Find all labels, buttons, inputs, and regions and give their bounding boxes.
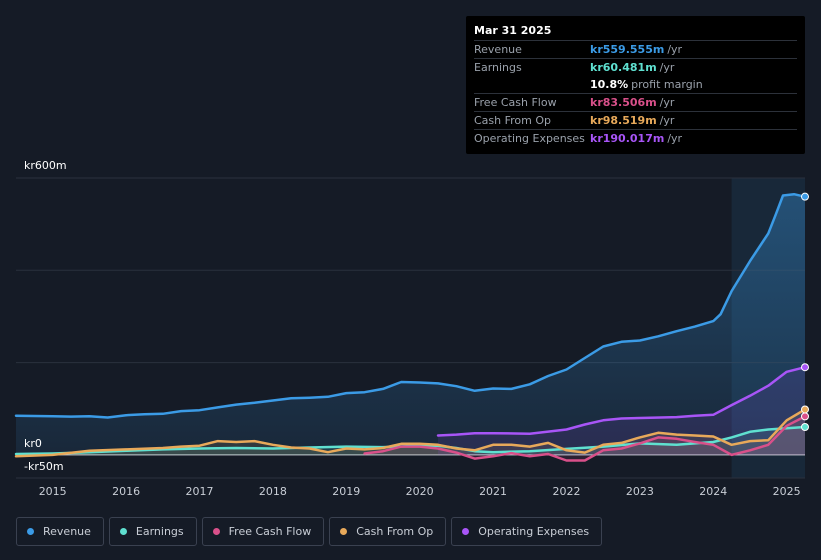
- legend-dot-icon: [27, 528, 34, 535]
- area-earnings: [16, 427, 805, 455]
- y-tick-label-zero: kr0: [24, 437, 42, 450]
- legend-label: Earnings: [135, 525, 184, 538]
- x-tick-label: 2024: [699, 485, 727, 498]
- line-free-cash-flow: [363, 415, 807, 462]
- tooltip-value: kr98.519m: [590, 114, 657, 127]
- chart-legend: Revenue Earnings Free Cash Flow Cash Fro…: [16, 517, 607, 546]
- tooltip-label: Revenue: [474, 43, 522, 56]
- tooltip-label: Earnings: [474, 61, 522, 74]
- tooltip-value: kr60.481m: [590, 61, 657, 74]
- tooltip-row-revenue: Revenue kr559.555m /yr: [474, 40, 797, 58]
- line-revenue: [14, 192, 807, 419]
- tooltip-unit: /yr: [659, 114, 675, 127]
- x-tick-label: 2020: [406, 485, 434, 498]
- legend-item-free-cash-flow[interactable]: Free Cash Flow: [201, 517, 325, 546]
- tooltip-label: Free Cash Flow: [474, 96, 557, 109]
- x-tick-label: 2023: [626, 485, 654, 498]
- tooltip-row-operating-expenses: Operating Expenses kr190.017m /yr: [474, 129, 797, 147]
- y-tick-label-top: kr600m: [24, 159, 67, 172]
- tooltip-label: Operating Expenses: [474, 132, 585, 145]
- tooltip-label: [474, 76, 590, 93]
- tooltip-date: Mar 31 2025: [474, 24, 552, 37]
- tooltip-row-cash-from-op: Cash From Op kr98.519m /yr: [474, 111, 797, 129]
- legend-item-earnings[interactable]: Earnings: [108, 517, 197, 546]
- end-dot-cash-from-op: [801, 405, 809, 414]
- area-revenue: [16, 194, 805, 455]
- end-dot-operating-expenses: [801, 363, 809, 372]
- x-tick-label: 2018: [259, 485, 287, 498]
- x-tick-label: 2015: [39, 485, 67, 498]
- tooltip-row-profit-margin: 10.8% profit margin: [474, 76, 797, 93]
- area-operating-expenses: [438, 367, 805, 455]
- end-dot-earnings: [801, 423, 809, 432]
- legend-label: Operating Expenses: [478, 525, 590, 538]
- legend-label: Revenue: [43, 525, 91, 538]
- x-tick-label: 2025: [773, 485, 801, 498]
- tooltip-label: Cash From Op: [474, 114, 552, 127]
- legend-dot-icon: [340, 528, 348, 535]
- line-cash-from-op: [14, 408, 807, 458]
- legend-dot-icon: [212, 528, 220, 535]
- y-tick-label-bottom: -kr50m: [24, 460, 64, 473]
- x-tick-label: 2019: [332, 485, 360, 498]
- tooltip-unit: /yr: [659, 61, 675, 74]
- legend-item-operating-expenses[interactable]: Operating Expenses: [451, 517, 603, 546]
- tooltip-value: kr83.506m: [590, 96, 657, 109]
- x-tick-label: 2022: [552, 485, 580, 498]
- tooltip-value: kr559.555m: [590, 43, 665, 56]
- tooltip-unit: /yr: [667, 43, 683, 56]
- area-free-cash-flow: [364, 416, 805, 461]
- legend-item-cash-from-op[interactable]: Cash From Op: [329, 517, 447, 546]
- line-operating-expenses: [436, 365, 807, 437]
- legend-label: Free Cash Flow: [228, 525, 312, 538]
- legend-dot-icon: [119, 528, 127, 535]
- tooltip-value: 10.8%: [590, 78, 629, 91]
- tooltip-unit: /yr: [659, 96, 675, 109]
- end-dot-revenue: [801, 192, 809, 201]
- tooltip-panel: Mar 31 2025 Revenue kr559.555m /yr Earni…: [466, 16, 805, 154]
- legend-item-revenue[interactable]: Revenue: [16, 517, 104, 546]
- tooltip-unit: profit margin: [631, 78, 703, 91]
- x-tick-label: 2021: [479, 485, 507, 498]
- tooltip-row-free-cash-flow: Free Cash Flow kr83.506m /yr: [474, 93, 797, 111]
- tooltip-value: kr190.017m: [590, 132, 665, 145]
- x-tick-label: 2017: [185, 485, 213, 498]
- tooltip-row-earnings: Earnings kr60.481m /yr: [474, 58, 797, 76]
- end-dot-free-cash-flow: [801, 412, 809, 421]
- legend-label: Cash From Op: [356, 525, 434, 538]
- x-tick-label: 2016: [112, 485, 140, 498]
- legend-dot-icon: [462, 528, 470, 535]
- tooltip-unit: /yr: [667, 132, 683, 145]
